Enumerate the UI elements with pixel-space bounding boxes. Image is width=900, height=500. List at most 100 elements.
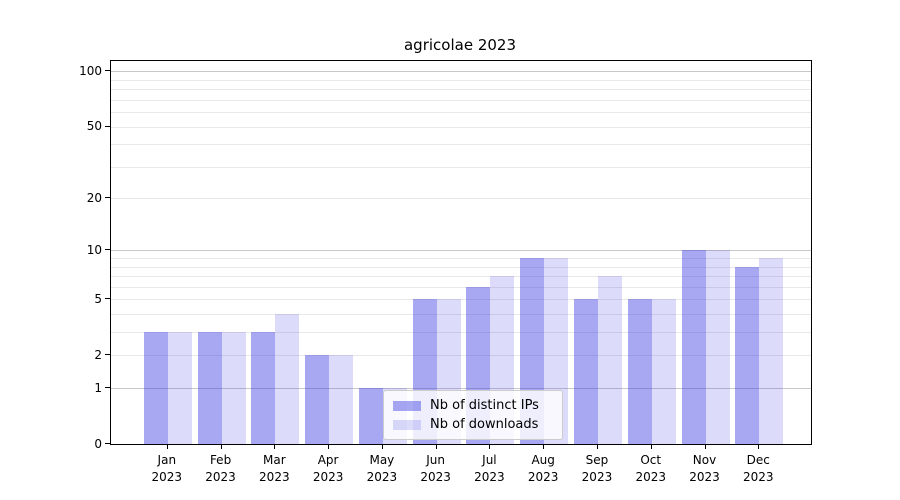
y-tick-mark-5: [105, 298, 110, 300]
legend-item-distinct-ips: Nb of distinct IPs: [384, 398, 562, 413]
bar-downloads-mar: [275, 314, 300, 444]
x-tick-mark-jan: [166, 444, 168, 449]
y-tick-mark-10: [105, 249, 110, 251]
y-tick-mark-2: [105, 354, 110, 356]
bar-distinct-ips-dec: [735, 266, 760, 444]
gridline-100: [111, 71, 811, 73]
x-tick-mark-may: [381, 444, 383, 449]
gridline-8: [111, 266, 811, 268]
y-tick-mark-20: [105, 197, 110, 199]
legend-swatch-distinct-ips: [393, 400, 421, 411]
gridline-3: [111, 332, 811, 334]
x-tick-mark-aug: [543, 444, 545, 449]
bar-downloads-dec: [759, 258, 784, 444]
x-tick-mark-nov: [704, 444, 706, 449]
x-tick-year-nov: 2023: [689, 470, 720, 484]
y-tick-mark-100: [105, 70, 110, 72]
bar-distinct-ips-oct: [627, 299, 652, 444]
y-tick-label-5: 5: [94, 291, 102, 306]
gridline-1: [111, 388, 811, 390]
x-tick-mark-feb: [220, 444, 222, 449]
gridlines-layer: [111, 61, 811, 444]
x-tick-year-mar: 2023: [259, 470, 290, 484]
legend-swatch-downloads: [393, 419, 421, 430]
y-tick-mark-0: [105, 443, 110, 444]
x-tick-mark-sep: [596, 444, 598, 449]
gridline-70: [111, 99, 811, 101]
x-tick-year-may: 2023: [366, 470, 398, 484]
x-tick-mark-apr: [328, 444, 330, 449]
x-tick-year-sep: 2023: [581, 470, 613, 484]
bar-downloads-apr: [329, 355, 354, 444]
x-tick-label-aug: Aug 2023: [513, 452, 573, 486]
y-tick-label-20: 20: [86, 190, 102, 205]
bar-downloads-oct: [651, 299, 676, 444]
bar-distinct-ips-may: [358, 388, 383, 444]
x-tick-label-mar: Mar 2023: [244, 452, 304, 486]
x-tick-year-aug: 2023: [527, 470, 559, 484]
x-tick-label-nov: Nov 2023: [675, 452, 735, 486]
x-tick-label-jul: Jul 2023: [459, 452, 519, 486]
gridline-20: [111, 198, 811, 200]
gridline-40: [111, 144, 811, 146]
gridline-6: [111, 286, 811, 288]
gridline-5: [111, 299, 811, 301]
y-tick-label-10: 10: [86, 242, 102, 257]
y-tick-mark-50: [105, 125, 110, 127]
y-tick-label-100: 100: [79, 63, 102, 78]
bar-downloads-nov: [705, 250, 730, 444]
gridline-4: [111, 314, 811, 316]
bar-distinct-ips-mar: [251, 332, 276, 444]
bar-distinct-ips-sep: [573, 299, 598, 444]
bar-downloads-feb: [221, 332, 246, 444]
x-tick-label-jun: Jun 2023: [406, 452, 466, 486]
y-tick-label-0: 0: [94, 436, 102, 451]
x-tick-year-jan: 2023: [151, 470, 183, 484]
legend-item-downloads: Nb of downloads: [384, 417, 562, 432]
bar-downloads-sep: [597, 276, 622, 444]
bar-downloads-jan: [167, 332, 192, 444]
gridline-90: [111, 79, 811, 81]
x-tick-year-jun: 2023: [420, 470, 451, 484]
bar-distinct-ips-feb: [197, 332, 222, 444]
y-tick-label-1: 1: [94, 380, 102, 395]
x-tick-year-apr: 2023: [312, 470, 344, 484]
y-tick-mark-1: [105, 387, 110, 389]
gridline-60: [111, 112, 811, 114]
gridline-30: [111, 166, 811, 168]
x-tick-label-feb: Feb 2023: [191, 452, 251, 486]
x-tick-label-dec: Dec 2023: [728, 452, 788, 486]
x-tick-label-sep: Sep 2023: [567, 452, 627, 486]
gridline-50: [111, 126, 811, 128]
x-tick-mark-jul: [489, 444, 491, 449]
chart-title: agricolae 2023: [403, 36, 516, 54]
legend-label-distinct-ips: Nb of distinct IPs: [430, 398, 539, 413]
x-tick-mark-jun: [435, 444, 437, 449]
legend-label-downloads: Nb of downloads: [430, 417, 539, 432]
gridline-80: [111, 89, 811, 91]
x-tick-year-oct: 2023: [635, 470, 666, 484]
x-tick-label-apr: Apr 2023: [298, 452, 358, 486]
x-tick-label-oct: Oct 2023: [621, 452, 681, 486]
bar-distinct-ips-jan: [143, 332, 168, 444]
y-tick-label-2: 2: [94, 347, 102, 362]
bar-distinct-ips-nov: [681, 250, 706, 444]
gridline-9: [111, 258, 811, 260]
x-tick-year-feb: 2023: [205, 470, 236, 484]
x-tick-label-jan: Jan 2023: [137, 452, 197, 486]
plot-area: Nb of distinct IPs Nb of downloads: [110, 60, 812, 445]
x-tick-mark-oct: [650, 444, 652, 449]
x-tick-label-may: May 2023: [352, 452, 412, 486]
bars-layer: [111, 61, 811, 444]
x-tick-year-dec: 2023: [742, 470, 774, 484]
bar-distinct-ips-apr: [305, 355, 330, 444]
gridline-2: [111, 355, 811, 357]
gridline-10: [111, 250, 811, 252]
gridline-7: [111, 276, 811, 278]
legend: Nb of distinct IPs Nb of downloads: [383, 390, 563, 440]
x-tick-mark-dec: [758, 444, 760, 449]
y-tick-label-50: 50: [86, 119, 102, 134]
x-tick-year-jul: 2023: [474, 470, 505, 484]
x-tick-mark-mar: [274, 444, 276, 449]
